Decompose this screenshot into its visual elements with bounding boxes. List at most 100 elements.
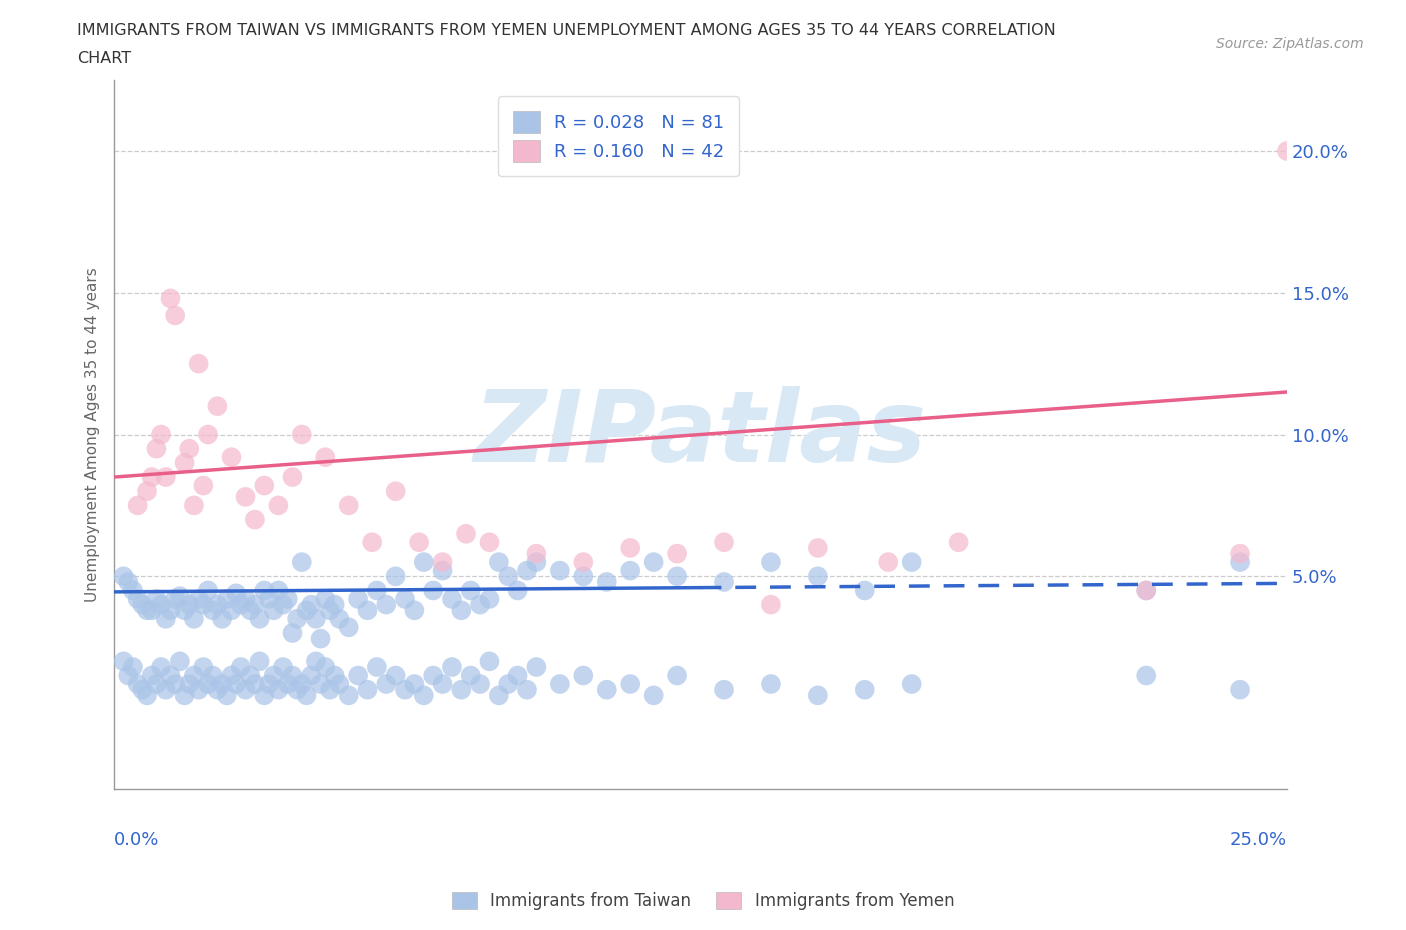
Point [249, 654, 271, 669]
Point [422, 668, 444, 683]
Point [548, 564, 571, 578]
Point [165, 308, 187, 323]
Point [347, 668, 370, 683]
Point [183, 611, 205, 626]
Point [713, 683, 735, 698]
Point [1229, 683, 1251, 698]
Point [643, 688, 665, 703]
Point [117, 575, 139, 590]
Point [666, 546, 689, 561]
Point [197, 677, 219, 692]
Point [319, 603, 342, 618]
Point [165, 677, 187, 692]
Point [404, 603, 426, 618]
Point [173, 688, 195, 703]
Point [807, 569, 830, 584]
Point [253, 583, 276, 598]
Point [948, 535, 970, 550]
Point [173, 603, 195, 618]
Point [131, 597, 153, 612]
Text: IMMIGRANTS FROM TAIWAN VS IMMIGRANTS FROM YEMEN UNEMPLOYMENT AMONG AGES 35 TO 44: IMMIGRANTS FROM TAIWAN VS IMMIGRANTS FRO… [77, 23, 1056, 38]
Point [337, 620, 360, 635]
Point [122, 659, 145, 674]
Point [179, 677, 201, 692]
Point [347, 591, 370, 606]
Point [337, 498, 360, 512]
Point [179, 441, 201, 456]
Point [159, 603, 181, 618]
Point [454, 526, 477, 541]
Point [281, 470, 304, 485]
Point [127, 591, 149, 606]
Point [323, 668, 346, 683]
Point [305, 611, 328, 626]
Point [853, 683, 876, 698]
Point [384, 668, 406, 683]
Point [117, 668, 139, 683]
Point [619, 540, 641, 555]
Point [713, 575, 735, 590]
Point [295, 603, 318, 618]
Point [150, 597, 173, 612]
Point [619, 564, 641, 578]
Point [366, 583, 388, 598]
Point [572, 554, 595, 569]
Point [155, 611, 177, 626]
Point [150, 427, 173, 442]
Point [314, 591, 336, 606]
Point [666, 668, 689, 683]
Point [263, 603, 285, 618]
Point [145, 677, 167, 692]
Point [666, 569, 689, 584]
Point [267, 583, 290, 598]
Point [1135, 583, 1157, 598]
Point [291, 677, 314, 692]
Point [1229, 554, 1251, 569]
Point [488, 554, 510, 569]
Point [183, 668, 205, 683]
Point [619, 677, 641, 692]
Point [807, 540, 830, 555]
Point [299, 597, 322, 612]
Point [460, 583, 482, 598]
Point [319, 683, 342, 698]
Point [193, 597, 215, 612]
Point [496, 569, 519, 584]
Point [384, 569, 406, 584]
Point [1275, 143, 1298, 158]
Point [159, 668, 181, 683]
Point [356, 683, 378, 698]
Point [548, 677, 571, 692]
Point [281, 668, 304, 683]
Point [516, 564, 538, 578]
Point [323, 597, 346, 612]
Point [243, 512, 266, 527]
Point [165, 591, 187, 606]
Point [122, 583, 145, 598]
Point [496, 677, 519, 692]
Text: CHART: CHART [77, 51, 131, 66]
Point [221, 668, 243, 683]
Point [450, 603, 472, 618]
Point [328, 611, 350, 626]
Point [257, 591, 280, 606]
Point [412, 554, 434, 569]
Point [478, 591, 501, 606]
Point [215, 591, 238, 606]
Point [759, 597, 782, 612]
Point [141, 470, 163, 485]
Point [759, 554, 782, 569]
Point [478, 654, 501, 669]
Point [1135, 583, 1157, 598]
Point [285, 683, 308, 698]
Point [807, 688, 830, 703]
Point [127, 677, 149, 692]
Point [235, 683, 257, 698]
Point [235, 489, 257, 504]
Point [197, 427, 219, 442]
Point [309, 631, 332, 646]
Point [366, 659, 388, 674]
Point [291, 554, 314, 569]
Point [193, 659, 215, 674]
Point [337, 688, 360, 703]
